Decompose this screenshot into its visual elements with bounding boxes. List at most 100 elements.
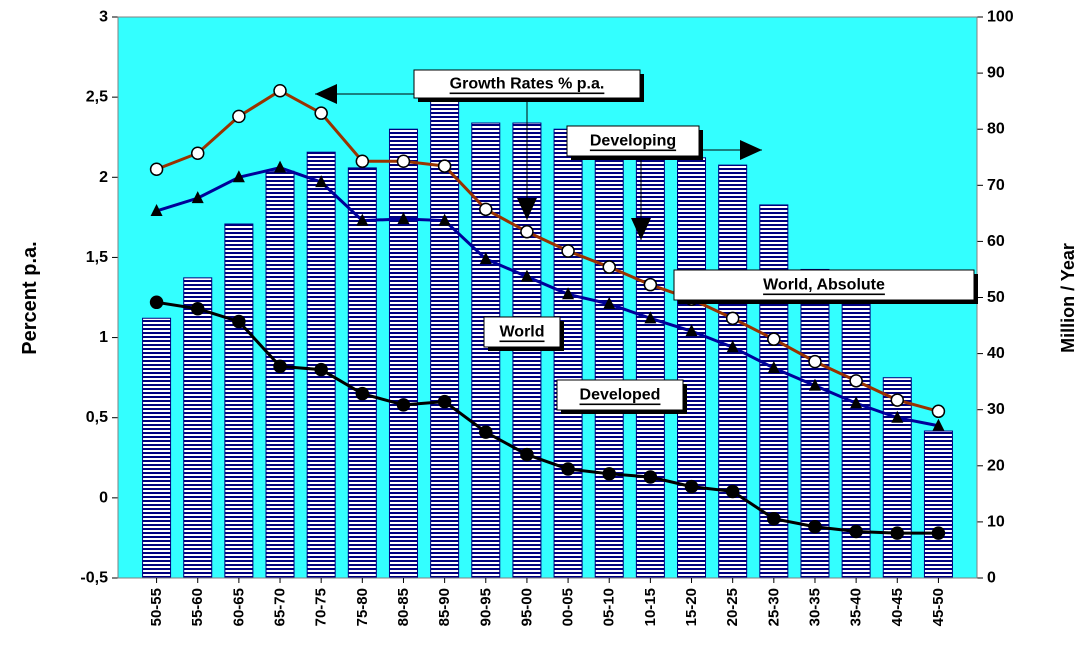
marker: [479, 252, 492, 265]
marker: [561, 244, 575, 258]
bar: [882, 377, 912, 579]
marker: [849, 374, 863, 388]
x-tick-label: 85-90: [436, 588, 453, 626]
line: [156, 300, 939, 535]
marker: [149, 162, 164, 177]
marker: [602, 467, 616, 481]
y2-axis-label: Million / Year: [1058, 243, 1078, 353]
marker: [767, 361, 780, 374]
y-tick-label: 1: [99, 329, 108, 346]
marker: [726, 340, 739, 353]
marker: [931, 526, 946, 540]
marker: [562, 287, 575, 300]
y2-tick-label: 20: [987, 457, 1005, 474]
callout-box: [673, 269, 975, 301]
callout-text: Developing: [590, 133, 676, 150]
marker: [520, 269, 533, 282]
marker: [931, 404, 946, 419]
x-tick-label: 35-40: [848, 588, 865, 626]
marker: [643, 470, 658, 484]
callout-box: [566, 125, 700, 157]
bar: [347, 167, 377, 579]
arrow-head: [517, 198, 537, 220]
marker: [437, 159, 452, 173]
callout-box: [556, 379, 684, 411]
marker: [479, 202, 493, 217]
callout-box: [483, 316, 561, 348]
y2-tick-label: 80: [987, 121, 1005, 138]
marker: [685, 324, 698, 337]
marker: [850, 396, 863, 409]
x-tick-label: 00-05: [560, 588, 577, 626]
marker: [355, 154, 370, 169]
marker: [520, 447, 534, 462]
marker: [890, 526, 905, 540]
callout-text: World, Absolute: [763, 277, 885, 294]
marker: [396, 154, 411, 169]
marker: [396, 398, 411, 412]
bar: [594, 139, 624, 579]
marker: [767, 511, 781, 526]
bar: [265, 170, 295, 579]
x-tick-label: 55-60: [189, 588, 206, 626]
marker: [603, 296, 616, 309]
arrow-head: [631, 218, 651, 240]
callout-box: [413, 69, 641, 99]
marker: [314, 106, 328, 120]
y-tick-label: 0: [99, 489, 108, 506]
bar: [923, 430, 953, 579]
y-tick-label: 3: [99, 9, 108, 26]
y-tick-label: 2,5: [86, 89, 108, 106]
marker: [932, 418, 945, 431]
marker: [808, 378, 821, 391]
marker: [397, 211, 410, 224]
callout-text: Growth Rates % p.a.: [450, 76, 605, 93]
y2-tick-label: 0: [987, 570, 996, 587]
bar: [142, 317, 172, 579]
y-tick-label: 2: [99, 169, 108, 186]
marker: [890, 393, 905, 407]
y2-tick-label: 10: [987, 513, 1005, 530]
callout-text: Developed: [580, 387, 661, 404]
marker: [149, 295, 164, 310]
bar: [183, 277, 213, 579]
y2-tick-label: 40: [987, 345, 1005, 362]
bar: [718, 164, 748, 579]
x-tick-label: 60-65: [230, 588, 247, 626]
marker: [190, 301, 205, 316]
line: [156, 166, 939, 428]
marker: [520, 225, 534, 239]
x-tick-label: 45-50: [930, 588, 947, 626]
marker: [479, 425, 493, 439]
marker: [808, 354, 822, 369]
marker: [356, 213, 369, 226]
x-tick-label: 30-35: [806, 588, 823, 626]
x-tick-label: 80-85: [395, 588, 412, 626]
marker: [644, 311, 657, 324]
y2-tick-label: 50: [987, 289, 1005, 306]
marker: [602, 260, 616, 274]
y2-tick-label: 90: [987, 65, 1005, 82]
x-tick-label: 10-15: [642, 588, 659, 626]
bar: [224, 223, 254, 579]
marker: [191, 191, 204, 204]
y-axis-label: Percent p.a.: [19, 241, 41, 354]
y2-tick-label: 100: [987, 9, 1014, 26]
marker: [725, 484, 740, 499]
marker: [274, 160, 287, 173]
marker: [561, 462, 575, 476]
marker: [438, 213, 451, 226]
marker: [643, 277, 658, 292]
x-tick-label: 40-45: [889, 588, 906, 626]
callout-text: World: [499, 324, 544, 341]
arrow-head: [740, 140, 762, 160]
bar: [677, 157, 707, 579]
bar: [388, 128, 418, 579]
y-tick-label: 0,5: [86, 409, 108, 426]
marker: [767, 332, 781, 346]
marker: [725, 311, 740, 326]
x-tick-label: 25-30: [765, 588, 782, 626]
marker: [849, 524, 863, 539]
marker: [273, 359, 287, 374]
line: [156, 88, 939, 413]
